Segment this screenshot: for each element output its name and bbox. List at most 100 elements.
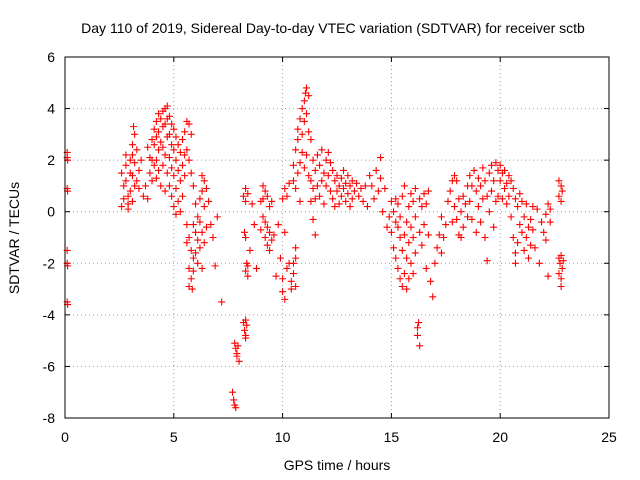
- data-point: [155, 110, 163, 118]
- data-point: [243, 321, 251, 329]
- plot-frame: [64, 56, 610, 419]
- data-point: [155, 166, 163, 174]
- data-point: [492, 159, 500, 167]
- data-point: [172, 185, 180, 193]
- data-point: [546, 205, 554, 213]
- data-point: [131, 130, 139, 138]
- data-point: [168, 141, 176, 149]
- data-point: [424, 231, 432, 239]
- data-point: [558, 187, 566, 195]
- data-point: [124, 205, 132, 213]
- data-point: [303, 151, 311, 159]
- data-point: [344, 190, 352, 198]
- data-point: [340, 185, 348, 193]
- data-point: [170, 172, 178, 180]
- data-point: [387, 228, 395, 236]
- data-point: [305, 172, 313, 180]
- data-point: [403, 254, 411, 262]
- data-point: [261, 234, 269, 241]
- data-point: [387, 197, 395, 205]
- data-point: [459, 223, 467, 231]
- y-tick-label: 6: [47, 49, 55, 65]
- data-point: [189, 182, 197, 190]
- data-point: [335, 182, 343, 190]
- data-point: [144, 143, 152, 151]
- data-point: [422, 264, 430, 272]
- data-point: [524, 223, 532, 231]
- data-point: [170, 203, 178, 211]
- data-point: [239, 192, 247, 200]
- data-point: [133, 146, 141, 154]
- data-point: [131, 159, 139, 167]
- data-point: [126, 187, 134, 195]
- data-point: [161, 187, 169, 195]
- data-point: [320, 169, 328, 177]
- data-point: [514, 239, 522, 247]
- data-point: [344, 172, 352, 180]
- data-point: [266, 246, 274, 254]
- data-point: [279, 195, 287, 203]
- data-point: [192, 200, 200, 208]
- data-point: [316, 161, 324, 169]
- data-point: [292, 185, 300, 193]
- data-point: [185, 156, 193, 164]
- data-point: [398, 282, 406, 290]
- data-point: [457, 234, 465, 241]
- data-point: [398, 192, 406, 200]
- data-point: [196, 218, 204, 226]
- data-point: [331, 177, 339, 185]
- data-point: [557, 275, 565, 283]
- data-point: [281, 185, 289, 193]
- data-point: [492, 197, 500, 205]
- y-tick-label: -6: [43, 358, 56, 374]
- data-point: [374, 187, 382, 195]
- data-point: [176, 148, 184, 156]
- data-point: [311, 195, 319, 203]
- data-point: [298, 130, 306, 138]
- data-point: [283, 192, 291, 200]
- data-point: [192, 228, 200, 236]
- data-point: [557, 197, 565, 205]
- data-point: [533, 205, 541, 213]
- data-point: [235, 357, 243, 365]
- data-point: [187, 275, 195, 283]
- data-point: [122, 161, 130, 169]
- data-point: [229, 388, 237, 396]
- data-point: [159, 161, 167, 169]
- data-point: [187, 130, 195, 138]
- data-point: [303, 84, 311, 92]
- data-point: [383, 223, 391, 231]
- data-point: [483, 257, 491, 265]
- data-point: [503, 200, 511, 208]
- data-point: [146, 169, 154, 177]
- data-point: [396, 213, 404, 221]
- data-point: [200, 203, 208, 211]
- data-point: [379, 208, 387, 216]
- data-point: [394, 223, 402, 231]
- data-point: [322, 156, 330, 164]
- data-point: [294, 125, 302, 133]
- data-point: [396, 275, 404, 283]
- data-point: [527, 241, 535, 249]
- data-point: [466, 172, 474, 180]
- data-point: [477, 182, 485, 190]
- data-point: [305, 128, 313, 136]
- data-point: [276, 254, 284, 262]
- data-point: [416, 195, 424, 203]
- data-point: [292, 282, 300, 290]
- data-point: [246, 246, 254, 254]
- data-point: [187, 246, 195, 254]
- data-point: [307, 177, 315, 185]
- data-point: [296, 115, 304, 123]
- data-point: [414, 324, 422, 332]
- data-point: [453, 177, 461, 185]
- data-point: [464, 213, 472, 221]
- data-point: [372, 166, 380, 174]
- data-point: [176, 208, 184, 216]
- data-point: [516, 221, 524, 229]
- data-point: [281, 295, 289, 303]
- data-point: [409, 234, 417, 241]
- data-point: [501, 185, 509, 193]
- data-point: [242, 267, 250, 275]
- data-point: [558, 264, 566, 272]
